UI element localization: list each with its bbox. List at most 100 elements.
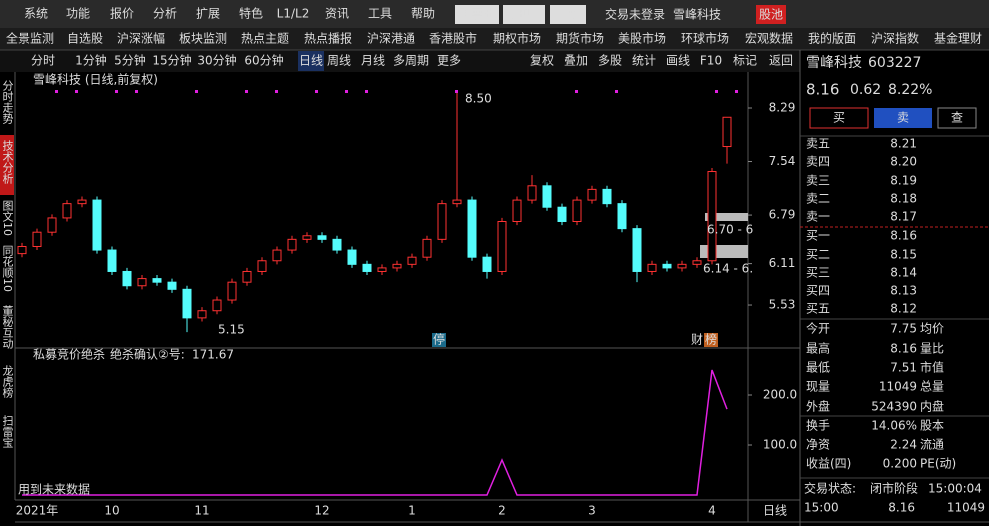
side-tab[interactable]: 董秘互动	[1, 305, 14, 349]
top-button[interactable]: 股票池	[459, 8, 495, 22]
menu-item[interactable]: 系统	[24, 7, 48, 21]
tool[interactable]: 多股	[598, 54, 622, 68]
status-time: 15:00:04	[928, 482, 982, 496]
tick-time: 15:00	[804, 501, 839, 515]
side-tab[interactable]: 龙虎榜	[1, 365, 14, 399]
tab[interactable]: 沪深港通	[367, 32, 415, 46]
top-button[interactable]: 市场	[556, 7, 580, 22]
side-tab[interactable]: 分时走势	[1, 80, 14, 124]
candle-body	[302, 235, 312, 240]
signal-dot	[115, 90, 118, 93]
tool[interactable]: F10	[700, 54, 722, 68]
period[interactable]: 1分钟	[75, 53, 107, 68]
candle-body	[107, 249, 117, 272]
stock-code: 603227	[868, 55, 921, 71]
tab[interactable]: 香港股市	[429, 31, 477, 46]
tab[interactable]: 沪深指数	[871, 31, 919, 46]
candle-body	[407, 256, 417, 265]
signal-dot	[195, 90, 198, 93]
tab[interactable]: 全景监测	[6, 31, 54, 46]
side-tab[interactable]: 同花顺10	[1, 245, 14, 292]
x-tick-label: 2021年	[16, 504, 59, 518]
tab[interactable]: 基金理财	[934, 31, 982, 46]
candle-body	[212, 299, 222, 312]
stock-name: 雪峰科技	[806, 55, 862, 71]
band-label: 6.14 - 6.	[703, 262, 753, 276]
candle-body	[17, 245, 27, 255]
menu-item[interactable]: 功能	[66, 7, 90, 21]
tool[interactable]: 标记	[733, 54, 757, 68]
tab[interactable]: 美股市场	[618, 31, 666, 46]
tab[interactable]: 宏观数据	[745, 31, 793, 46]
tab[interactable]: 自选股	[67, 32, 103, 46]
tab[interactable]: 期货市场	[556, 31, 604, 46]
tool[interactable]: 返回	[769, 54, 793, 68]
period[interactable]: 更多	[437, 54, 461, 68]
candle-body	[197, 310, 207, 319]
menu-item[interactable]: 帮助	[411, 7, 435, 21]
stat-value: 0.200	[883, 457, 917, 471]
menu-item[interactable]: 工具	[368, 7, 392, 21]
sell-button-box[interactable]	[874, 108, 932, 128]
trade-button[interactable]: 买	[833, 111, 845, 125]
trade-button[interactable]: 查	[951, 111, 963, 125]
side-tab[interactable]: 扫雷宝	[1, 415, 14, 448]
book-price: 8.15	[890, 248, 917, 262]
menu-item[interactable]: 报价	[110, 6, 134, 21]
top-button-bg	[503, 5, 545, 24]
period[interactable]: 5分钟	[114, 53, 146, 68]
price: 8.16	[806, 81, 839, 99]
status: 闭市阶段	[870, 481, 918, 496]
book-label: 卖二	[806, 192, 830, 206]
tab[interactable]: 环球市场	[681, 31, 729, 46]
menu-item[interactable]: 特色	[239, 6, 263, 21]
period-label: 日线	[763, 504, 787, 518]
menu-item[interactable]: 扩展	[196, 7, 220, 21]
book-price: 8.17	[890, 210, 917, 224]
tab[interactable]: 热点主题	[241, 32, 289, 46]
period[interactable]: 15分钟	[152, 53, 191, 68]
tool[interactable]: 画线	[666, 54, 690, 68]
signal-dot	[615, 90, 618, 93]
tab[interactable]: 沪深涨幅	[117, 31, 165, 46]
tool[interactable]: 复权	[530, 54, 554, 68]
tab[interactable]: 热点播报	[304, 31, 352, 46]
query-button-box[interactable]	[937, 107, 977, 129]
indicator-name: 绝杀确认②号:	[110, 347, 185, 362]
tool[interactable]: 统计	[632, 54, 656, 68]
stat-label: 量比	[920, 342, 944, 356]
band-label: 6.70 - 6	[707, 223, 753, 237]
side-tab[interactable]: 图文10	[1, 200, 14, 236]
period[interactable]: 多周期	[393, 54, 429, 68]
candle-body	[707, 171, 717, 262]
side-tab[interactable]: 技术分析	[1, 140, 14, 185]
change-pct: 8.22%	[888, 82, 932, 98]
menu-item[interactable]: 分析	[153, 7, 177, 21]
top-button-bg	[455, 5, 499, 24]
book-label: 买二	[806, 248, 830, 262]
trade-button[interactable]: 卖	[897, 111, 909, 125]
menu-item[interactable]: 资讯	[325, 7, 349, 21]
stat-label: 净资	[806, 438, 830, 452]
pool-button[interactable]: 股池	[759, 8, 783, 22]
period[interactable]: 30分钟	[197, 53, 236, 68]
tab[interactable]: 我的版面	[808, 31, 856, 46]
x-tick-label: 11	[194, 504, 209, 518]
book-label: 买四	[806, 284, 830, 298]
candle-body	[182, 288, 192, 319]
book-label: 买一	[806, 229, 830, 243]
period[interactable]: 分时	[31, 54, 55, 68]
tab[interactable]: 期权市场	[493, 31, 541, 46]
tab[interactable]: 板块监测	[179, 32, 227, 46]
status-label: 交易状态:	[804, 481, 856, 496]
top-button[interactable]: 发现	[506, 7, 530, 22]
buy-button-box[interactable]	[809, 107, 869, 129]
period[interactable]: 月线	[361, 54, 385, 68]
tool[interactable]: 叠加	[564, 54, 588, 68]
candle-body	[497, 220, 507, 272]
candle-body	[452, 199, 462, 205]
period[interactable]: 日线	[299, 54, 323, 68]
period[interactable]: 周线	[327, 54, 351, 68]
menu-item[interactable]: L1/L2	[277, 7, 310, 21]
period[interactable]: 60分钟	[244, 53, 283, 68]
